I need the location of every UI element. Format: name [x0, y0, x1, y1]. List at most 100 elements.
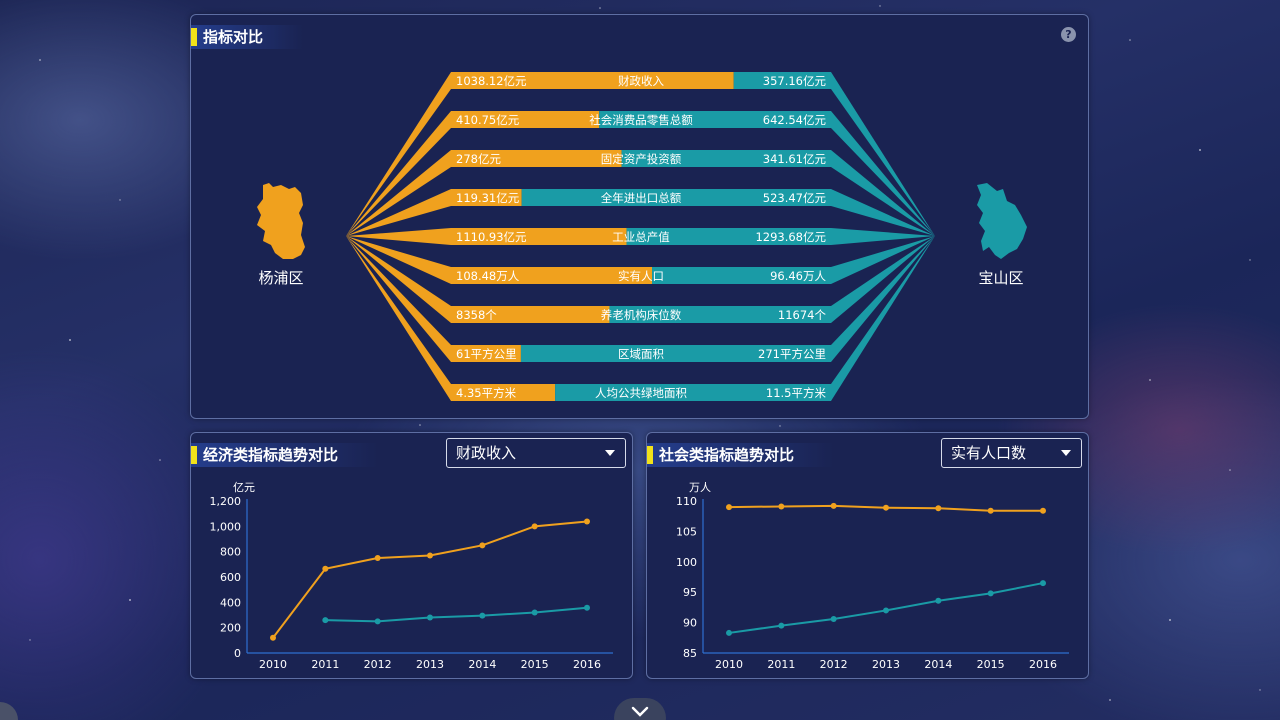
data-point[interactable] [1040, 507, 1046, 514]
right-value-label: 642.54亿元 [763, 113, 827, 127]
economic-select-value: 财政收入 [456, 444, 517, 462]
right-fan-connector [831, 111, 935, 236]
left-value-label: 1110.93亿元 [456, 230, 527, 244]
left-value-bar [451, 228, 627, 245]
data-point[interactable] [531, 609, 538, 616]
data-point[interactable] [374, 555, 381, 561]
data-point[interactable] [726, 629, 732, 636]
left-value-bar [451, 384, 556, 401]
data-point[interactable] [883, 607, 889, 614]
left-value-bar [451, 72, 734, 89]
left-fan-connector [346, 111, 451, 236]
right-fan-connector [831, 236, 935, 284]
data-point[interactable] [584, 604, 590, 611]
data-point[interactable] [322, 565, 329, 572]
x-tick-label: 2010 [715, 658, 743, 671]
right-value-bar [733, 72, 831, 89]
x-tick-label: 2012 [364, 658, 392, 671]
x-tick-label: 2015 [521, 658, 549, 671]
right-value-bar [626, 228, 831, 245]
indicator-label: 养老机构床位数 [601, 308, 682, 322]
right-fan-connector [831, 150, 935, 236]
indicator-label: 财政收入 [618, 74, 664, 88]
x-tick-label: 2010 [259, 658, 287, 671]
data-point[interactable] [726, 504, 732, 511]
right-fan-connector [831, 189, 935, 236]
right-value-label: 96.46万人 [770, 269, 826, 283]
indicator-comparison-panel: 指标对比 ? 1038.12亿元 财政收入 357.16亿元 410.75亿元 社会消费… [190, 14, 1089, 419]
y-tick-label: 110 [676, 495, 697, 508]
social-trend-panel: 社会类指标趋势对比 实有人口数 万人 85 90 95 100 105 110 2010 201… [646, 432, 1089, 679]
left-value-label: 61平方公里 [456, 347, 517, 361]
scroll-down-button[interactable] [614, 698, 666, 720]
data-point[interactable] [479, 542, 486, 549]
left-fan-connector [346, 228, 451, 245]
data-point[interactable] [584, 518, 590, 525]
x-tick-label: 2011 [767, 658, 795, 671]
comparison-panel-title: 指标对比 [191, 25, 304, 49]
left-value-bar [451, 150, 622, 167]
right-value-label: 11.5平方米 [766, 386, 827, 400]
y-tick-label: 0 [234, 647, 241, 660]
right-region-label: 宝山区 [978, 269, 1023, 287]
data-point[interactable] [479, 612, 486, 619]
right-fan-connector [831, 72, 935, 236]
right-value-bar [652, 267, 831, 284]
data-point[interactable] [270, 634, 276, 641]
left-fan-connector [346, 189, 451, 236]
left-value-label: 410.75亿元 [456, 113, 520, 127]
right-fan-connector [831, 236, 935, 323]
left-value-bar [451, 189, 522, 206]
indicator-label: 区域面积 [618, 347, 664, 361]
data-point[interactable] [935, 597, 942, 604]
y-tick-label: 1,200 [210, 495, 242, 508]
data-point[interactable] [935, 505, 942, 512]
left-value-label: 4.35平方米 [456, 386, 517, 400]
data-point[interactable] [322, 617, 329, 624]
left-fan-connector [346, 150, 451, 236]
data-point[interactable] [830, 502, 837, 509]
y-tick-label: 105 [676, 525, 697, 538]
corner-button[interactable] [0, 702, 18, 720]
economic-trend-panel: 经济类指标趋势对比 财政收入 亿元 0 200 400 600 800 1,000 1,200… [190, 432, 633, 679]
left-fan-connector [346, 236, 451, 401]
chevron-down-icon [631, 706, 649, 717]
x-tick-label: 2011 [311, 658, 339, 671]
left-value-bar [451, 111, 600, 128]
data-point[interactable] [1040, 580, 1046, 587]
right-fan-connector [831, 228, 935, 245]
left-value-label: 1038.12亿元 [456, 74, 527, 88]
social-select-value: 实有人口数 [951, 444, 1027, 462]
x-tick-label: 2014 [468, 658, 496, 671]
data-point[interactable] [531, 523, 538, 530]
right-value-label: 523.47亿元 [763, 191, 827, 205]
indicator-label: 社会消费品零售总额 [589, 113, 693, 127]
social-indicator-select[interactable]: 实有人口数 [941, 438, 1082, 468]
y-tick-label: 200 [220, 622, 241, 635]
right-value-bar [521, 189, 831, 206]
data-point[interactable] [778, 503, 785, 510]
left-fan-connector [346, 236, 451, 284]
data-point[interactable] [427, 552, 433, 559]
right-fan-connector [831, 236, 935, 362]
data-point[interactable] [427, 614, 433, 621]
indicator-label: 实有人口 [618, 269, 664, 283]
data-point[interactable] [374, 618, 381, 625]
left-value-label: 108.48万人 [456, 269, 520, 283]
x-tick-label: 2013 [416, 658, 444, 671]
data-point[interactable] [987, 590, 994, 597]
data-point[interactable] [987, 507, 994, 514]
data-point[interactable] [778, 622, 785, 629]
data-point[interactable] [830, 615, 837, 622]
y-axis-unit-label: 万人 [689, 481, 711, 494]
economic-indicator-select[interactable]: 财政收入 [446, 438, 626, 468]
right-value-bar [555, 384, 831, 401]
help-icon[interactable]: ? [1061, 27, 1076, 42]
economic-panel-title: 经济类指标趋势对比 [191, 443, 379, 467]
data-point[interactable] [883, 504, 889, 511]
indicator-label: 工业总产值 [612, 230, 670, 244]
comparison-chart: 1038.12亿元 财政收入 357.16亿元 410.75亿元 社会消费品零售总额 64… [257, 72, 1027, 401]
x-tick-label: 2015 [977, 658, 1005, 671]
y-tick-label: 800 [220, 546, 241, 559]
y-tick-label: 90 [683, 617, 697, 630]
